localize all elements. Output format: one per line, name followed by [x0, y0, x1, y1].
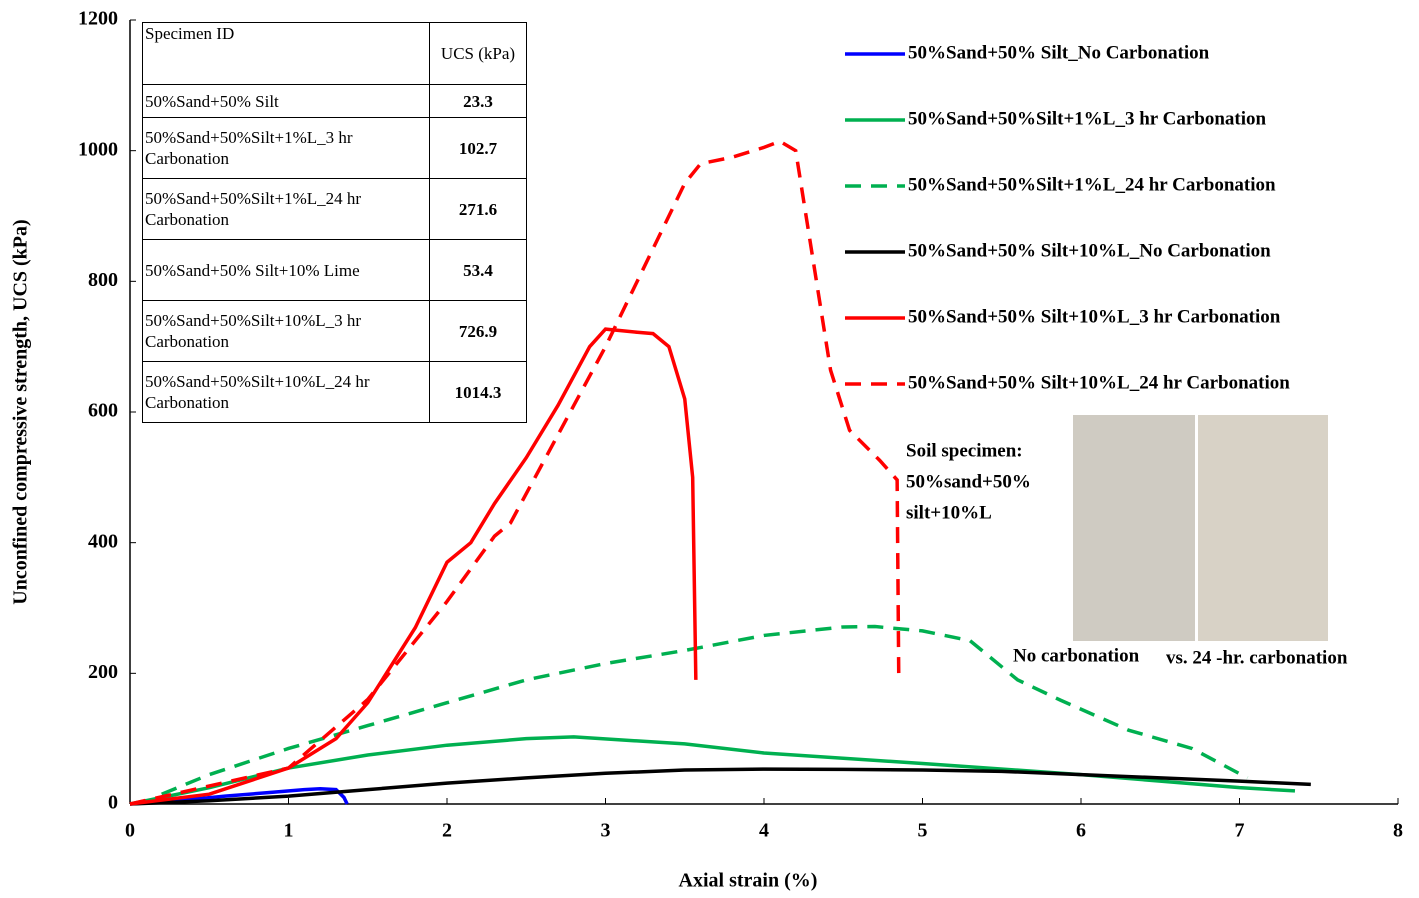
legend-label: 50%Sand+50% Silt+10%L_24 hr Carbonation	[908, 372, 1290, 393]
table-header: UCS (kPa)	[429, 22, 527, 85]
photo-specimen	[1198, 415, 1328, 641]
table-cell: 53.4	[429, 239, 527, 301]
y-tick-label: 600	[88, 400, 118, 422]
legend-label: 50%Sand+50% Silt_No Carbonation	[908, 42, 1210, 63]
series-line	[129, 767, 1311, 806]
series-line	[129, 735, 1296, 806]
table-row: 50%Sand+50%Silt+10%L_3 hr Carbonation 726…	[142, 300, 527, 362]
x-tick-label: 8	[1393, 820, 1403, 842]
y-tick-label: 200	[88, 661, 118, 683]
table-cell: 50%Sand+50%Silt+1%L_24 hr Carbonation	[142, 178, 430, 240]
x-tick-label: 4	[759, 820, 769, 842]
table-row: 50%Sand+50% Silt+10% Lime 53.4	[142, 239, 527, 301]
y-tick-label: 1000	[78, 138, 118, 160]
table-cell: 726.9	[429, 300, 527, 362]
series-line	[161, 624, 1249, 796]
table-cell: 271.6	[429, 178, 527, 240]
photo-specimen	[1073, 415, 1195, 641]
table-cell: 50%Sand+50% Silt	[142, 84, 430, 118]
y-axis-label: Unconfined compressive strength, UCS (kP…	[10, 219, 32, 604]
x-tick-label: 3	[601, 820, 611, 842]
y-tick-label: 1200	[78, 8, 118, 30]
table-cell: 23.3	[429, 84, 527, 118]
ucs-table: Specimen ID UCS (kPa) 50%Sand+50% Silt 23.…	[142, 22, 527, 423]
legend-label: 50%Sand+50%Silt+1%L_3 hr Carbonation	[908, 108, 1267, 129]
table-cell: 50%Sand+50%Silt+10%L_3 hr Carbonation	[142, 300, 430, 362]
x-tick-label: 5	[918, 820, 928, 842]
table-cell: 50%Sand+50% Silt+10% Lime	[142, 239, 430, 301]
series-line	[129, 327, 698, 806]
x-tick-label: 6	[1076, 820, 1086, 842]
legend-label: 50%Sand+50% Silt+10%L_No Carbonation	[908, 240, 1271, 261]
annotation: vs. 24 -hr. carbonation	[1166, 647, 1348, 668]
y-tick-label: 400	[88, 530, 118, 552]
annotation: Soil specimen:	[906, 440, 1023, 461]
table-cell: 1014.3	[429, 361, 527, 423]
table-header: Specimen ID	[142, 22, 430, 85]
table-row: 50%Sand+50%Silt+1%L_24 hr Carbonation 271…	[142, 178, 527, 240]
table-cell: 50%Sand+50%Silt+10%L_24 hr Carbonation	[142, 361, 430, 423]
x-axis-label: Axial strain (%)	[679, 870, 818, 892]
table-cell: 50%Sand+50%Silt+1%L_3 hr Carbonation	[142, 117, 430, 179]
series-line	[129, 787, 349, 806]
annotation: No carbonation	[1013, 645, 1140, 666]
x-tick-label: 2	[442, 820, 452, 842]
y-tick-label: 0	[108, 792, 118, 814]
table-cell: 102.7	[429, 117, 527, 179]
x-tick-label: 1	[284, 820, 294, 842]
series-line	[129, 139, 901, 806]
table-row: 50%Sand+50%Silt+10%L_24 hr Carbonation 10…	[142, 361, 527, 423]
table-row: 50%Sand+50% Silt 23.3	[142, 84, 527, 118]
legend-label: 50%Sand+50% Silt+10%L_3 hr Carbonation	[908, 306, 1281, 327]
table-row: 50%Sand+50%Silt+1%L_3 hr Carbonation 102.…	[142, 117, 527, 179]
x-tick-label: 7	[1235, 820, 1245, 842]
legend-label: 50%Sand+50%Silt+1%L_24 hr Carbonation	[908, 174, 1276, 195]
annotation: 50%sand+50%	[906, 471, 1031, 492]
annotation: silt+10%L	[906, 502, 992, 523]
y-tick-label: 800	[88, 269, 118, 291]
x-tick-label: 0	[125, 820, 135, 842]
